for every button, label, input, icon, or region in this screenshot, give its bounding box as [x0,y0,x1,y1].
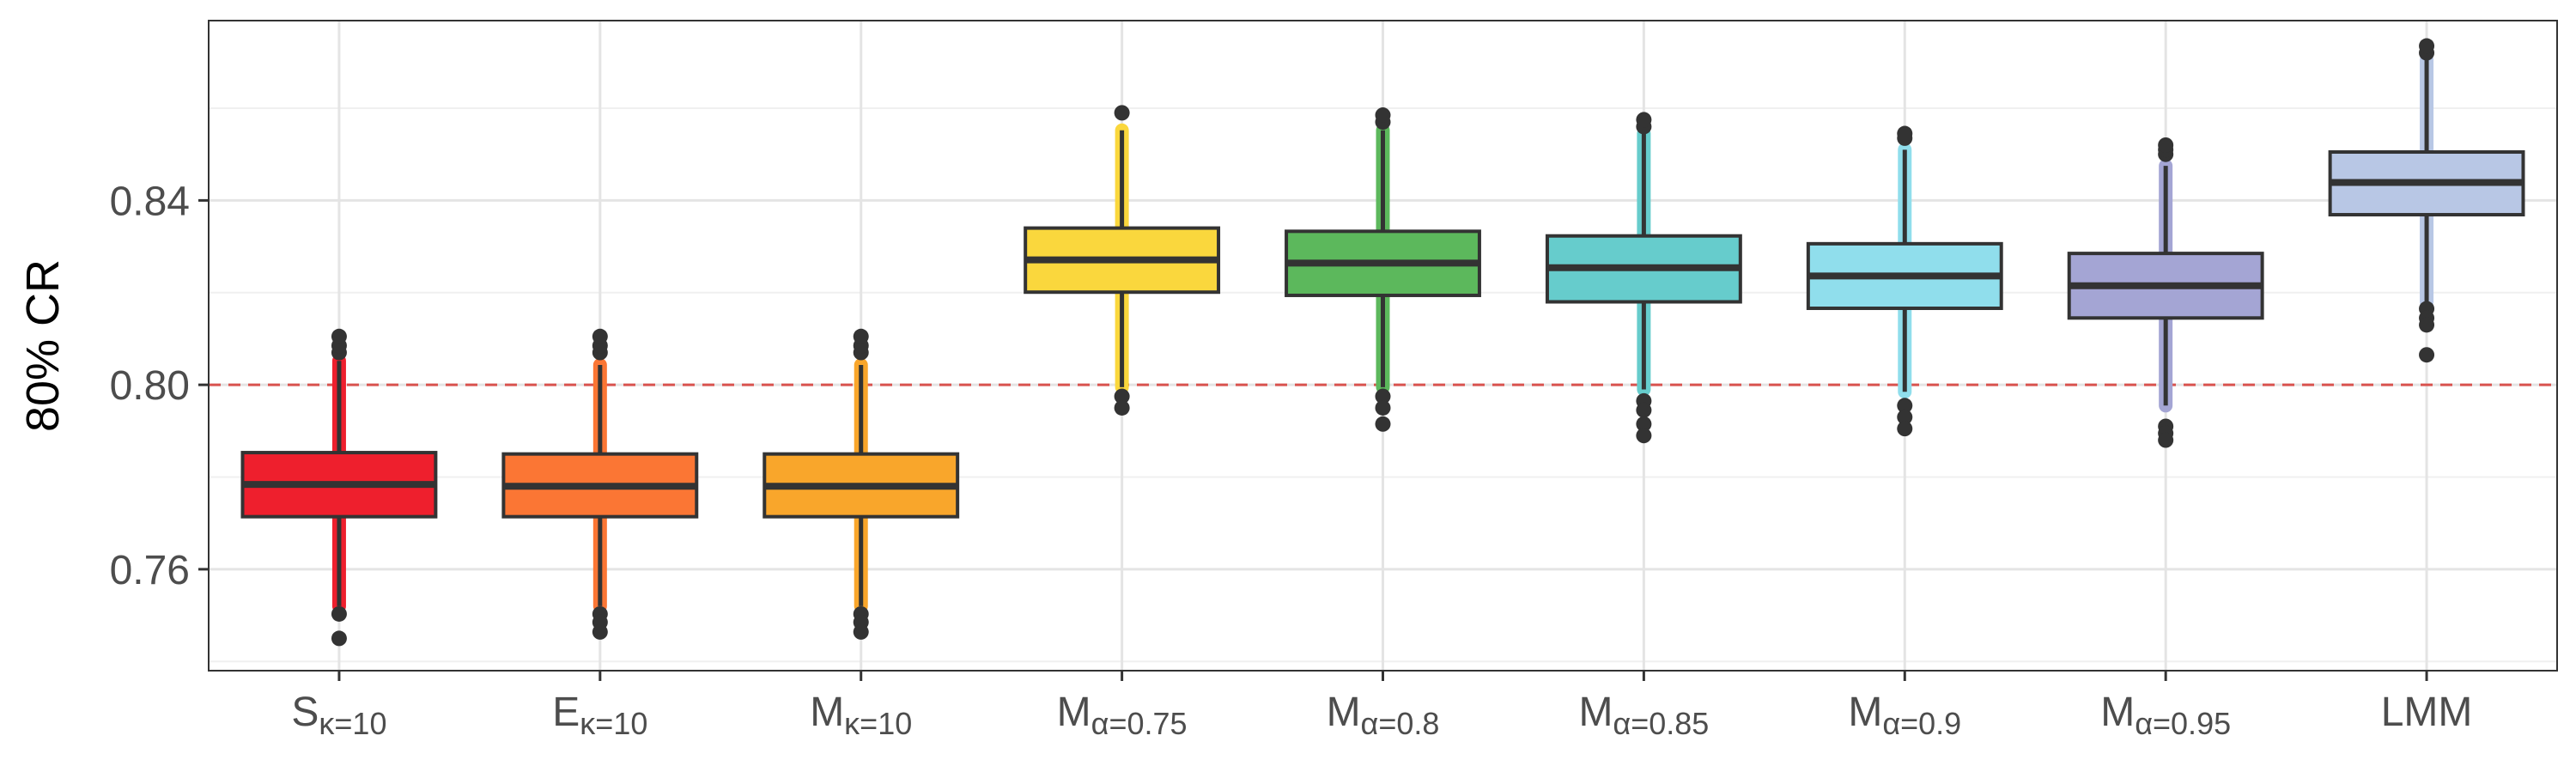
x-tick-label-main: M [1327,690,1361,735]
outlier-point [2158,432,2174,448]
outlier-point [1375,107,1391,124]
x-tick-label-sub: α=0.85 [1613,706,1709,741]
outlier-point [2419,317,2435,333]
outlier-point [853,328,869,344]
x-tick-label-main: S [291,690,319,735]
outlier-point [1375,416,1391,432]
y-axis-title: 80% CR [17,259,69,432]
outlier-point [1114,399,1130,416]
outlier-point [1375,399,1391,416]
outlier-point [1114,388,1130,404]
box-1 [240,328,438,647]
outlier-point [2419,38,2435,54]
outlier-point [592,328,608,344]
box-3 [762,328,960,640]
x-tick-label-main: E [552,690,580,735]
x-tick-label: Mα=0.85 [1578,690,1709,741]
outlier-point [1897,409,1913,425]
outlier-point [1897,398,1913,414]
x-tick-label: Mκ=10 [810,690,912,741]
box-7 [1806,125,2003,437]
outlier-point [1636,402,1652,418]
outlier-point [1636,428,1652,444]
x-tick-label-main: M [1848,690,1882,735]
outlier-point [1636,416,1652,432]
x-tick-label: Mα=0.75 [1057,690,1188,741]
box-2 [501,328,699,640]
x-tick-label: LMM [2381,690,2473,735]
box-6 [1545,112,1742,444]
x-tick-label-sub: κ=10 [844,706,912,741]
outlier-point [1375,388,1391,404]
outlier-point [1897,125,1913,142]
x-tick-label-sub: α=0.8 [1361,706,1440,741]
x-tick-label-sub: α=0.95 [2135,706,2231,741]
outlier-point [2158,137,2174,153]
box-series [240,38,2525,647]
outlier-point [853,623,869,640]
y-axis-ticks: 0.76 0.80 0.84 [110,179,209,593]
x-tick-label: Mα=0.95 [2100,690,2231,741]
outlier-point [1114,105,1130,121]
x-tick-label-sub: α=0.75 [1091,706,1188,741]
x-tick-label-main: M [2100,690,2135,735]
box-4 [1024,105,1221,416]
box-5 [1285,107,1481,432]
x-tick-label: Mα=0.9 [1848,690,1961,741]
y-tick-label: 0.76 [110,548,190,593]
outlier-point [2419,347,2435,363]
outlier-point [1897,421,1913,437]
x-tick-label-sub: α=0.9 [1882,706,1961,741]
x-tick-label: Sκ=10 [291,690,386,741]
x-tick-label: Eκ=10 [552,690,647,741]
x-tick-label-main: LMM [2381,690,2473,735]
x-tick-label-sub: κ=10 [319,706,386,741]
x-axis-ticks: Sκ=10 Eκ=10 Mκ=10 Mα=0.75 Mα=0.8 Mα=0.85 Mα=0.… [291,671,2472,741]
y-tick-label: 0.80 [110,363,190,409]
outlier-point [331,605,347,622]
y-tick-label: 0.84 [110,179,190,224]
x-tick-label-main: M [1578,690,1613,735]
outlier-point [331,630,347,647]
x-tick-label-sub: κ=10 [580,706,647,741]
outlier-point [1636,112,1652,128]
x-tick-label: Mα=0.8 [1327,690,1440,741]
outlier-point [592,623,608,640]
box-9 [2328,38,2525,363]
outlier-point [331,328,347,344]
box-8 [2067,137,2264,448]
x-tick-label-main: M [810,690,844,735]
x-tick-label-main: M [1057,690,1091,735]
